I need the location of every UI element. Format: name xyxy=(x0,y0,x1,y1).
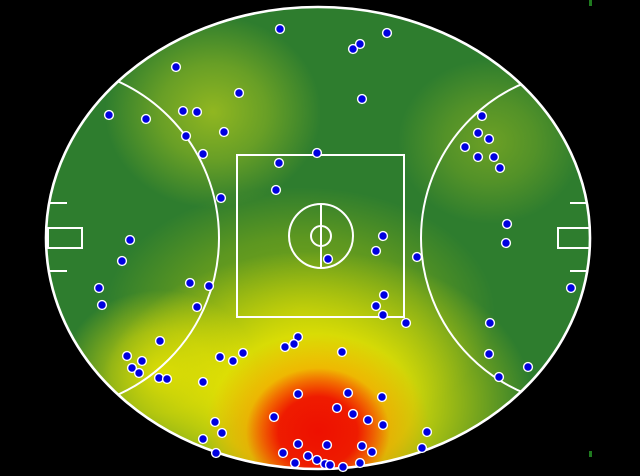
data-point xyxy=(459,141,471,153)
data-point xyxy=(311,454,323,466)
data-point xyxy=(493,371,505,383)
heat-blob xyxy=(105,16,321,208)
data-point xyxy=(177,105,189,117)
data-point xyxy=(270,184,282,196)
data-point xyxy=(161,373,173,385)
data-point xyxy=(342,387,354,399)
data-point xyxy=(484,317,496,329)
data-point xyxy=(197,148,209,160)
data-point xyxy=(347,43,359,55)
data-points xyxy=(93,23,577,473)
goal-square-left xyxy=(47,227,83,249)
data-point xyxy=(227,355,239,367)
data-point xyxy=(133,367,145,379)
data-point xyxy=(377,419,389,431)
data-point xyxy=(337,461,349,473)
data-point xyxy=(191,301,203,313)
data-point xyxy=(233,87,245,99)
data-point xyxy=(565,282,577,294)
data-point xyxy=(140,113,152,125)
render-artifact xyxy=(589,451,592,457)
data-point xyxy=(400,317,412,329)
data-point xyxy=(347,408,359,420)
data-point xyxy=(197,433,209,445)
data-point xyxy=(488,151,500,163)
data-point xyxy=(354,457,366,469)
data-point xyxy=(210,447,222,459)
data-point xyxy=(268,411,280,423)
data-point xyxy=(215,192,227,204)
data-point xyxy=(377,309,389,321)
data-point xyxy=(377,230,389,242)
data-point xyxy=(277,447,289,459)
data-point xyxy=(370,300,382,312)
data-point xyxy=(381,27,393,39)
data-point xyxy=(180,130,192,142)
data-point xyxy=(292,388,304,400)
data-point xyxy=(366,446,378,458)
render-artifact xyxy=(589,0,592,6)
heatmap-layer xyxy=(46,7,590,469)
data-point xyxy=(336,346,348,358)
data-point xyxy=(500,237,512,249)
data-point xyxy=(203,280,215,292)
data-point xyxy=(483,133,495,145)
data-point xyxy=(324,459,336,471)
field-boundary xyxy=(44,5,592,471)
data-point xyxy=(354,38,366,50)
data-point xyxy=(522,361,534,373)
data-point xyxy=(209,416,221,428)
data-point xyxy=(288,338,300,350)
data-point xyxy=(472,151,484,163)
data-point xyxy=(121,350,133,362)
data-point xyxy=(126,362,138,374)
data-point xyxy=(216,427,228,439)
data-point xyxy=(421,426,433,438)
data-point xyxy=(376,391,388,403)
data-point xyxy=(218,126,230,138)
data-point xyxy=(96,299,108,311)
data-point xyxy=(322,253,334,265)
data-point xyxy=(356,93,368,105)
data-point xyxy=(197,376,209,388)
data-point xyxy=(93,282,105,294)
data-point xyxy=(170,61,182,73)
data-point xyxy=(274,23,286,35)
data-point xyxy=(154,335,166,347)
data-point xyxy=(116,255,128,267)
heat-blob xyxy=(246,368,390,469)
data-point xyxy=(311,147,323,159)
data-point xyxy=(476,110,488,122)
goal-square-right xyxy=(557,227,590,249)
data-point xyxy=(279,341,291,353)
data-point xyxy=(501,218,513,230)
data-point xyxy=(191,106,203,118)
data-point xyxy=(362,414,374,426)
data-point xyxy=(416,442,428,454)
data-point xyxy=(472,127,484,139)
data-point xyxy=(321,439,333,451)
data-point xyxy=(331,402,343,414)
data-point xyxy=(378,289,390,301)
data-point xyxy=(184,277,196,289)
data-point xyxy=(103,109,115,121)
data-point xyxy=(356,440,368,452)
data-point xyxy=(494,162,506,174)
data-point xyxy=(237,347,249,359)
data-point xyxy=(273,157,285,169)
data-point xyxy=(136,355,148,367)
data-point xyxy=(292,438,304,450)
data-point xyxy=(289,457,301,469)
data-point xyxy=(411,251,423,263)
data-point xyxy=(214,351,226,363)
data-point xyxy=(302,450,314,462)
data-point xyxy=(370,245,382,257)
data-point xyxy=(124,234,136,246)
data-point xyxy=(483,348,495,360)
